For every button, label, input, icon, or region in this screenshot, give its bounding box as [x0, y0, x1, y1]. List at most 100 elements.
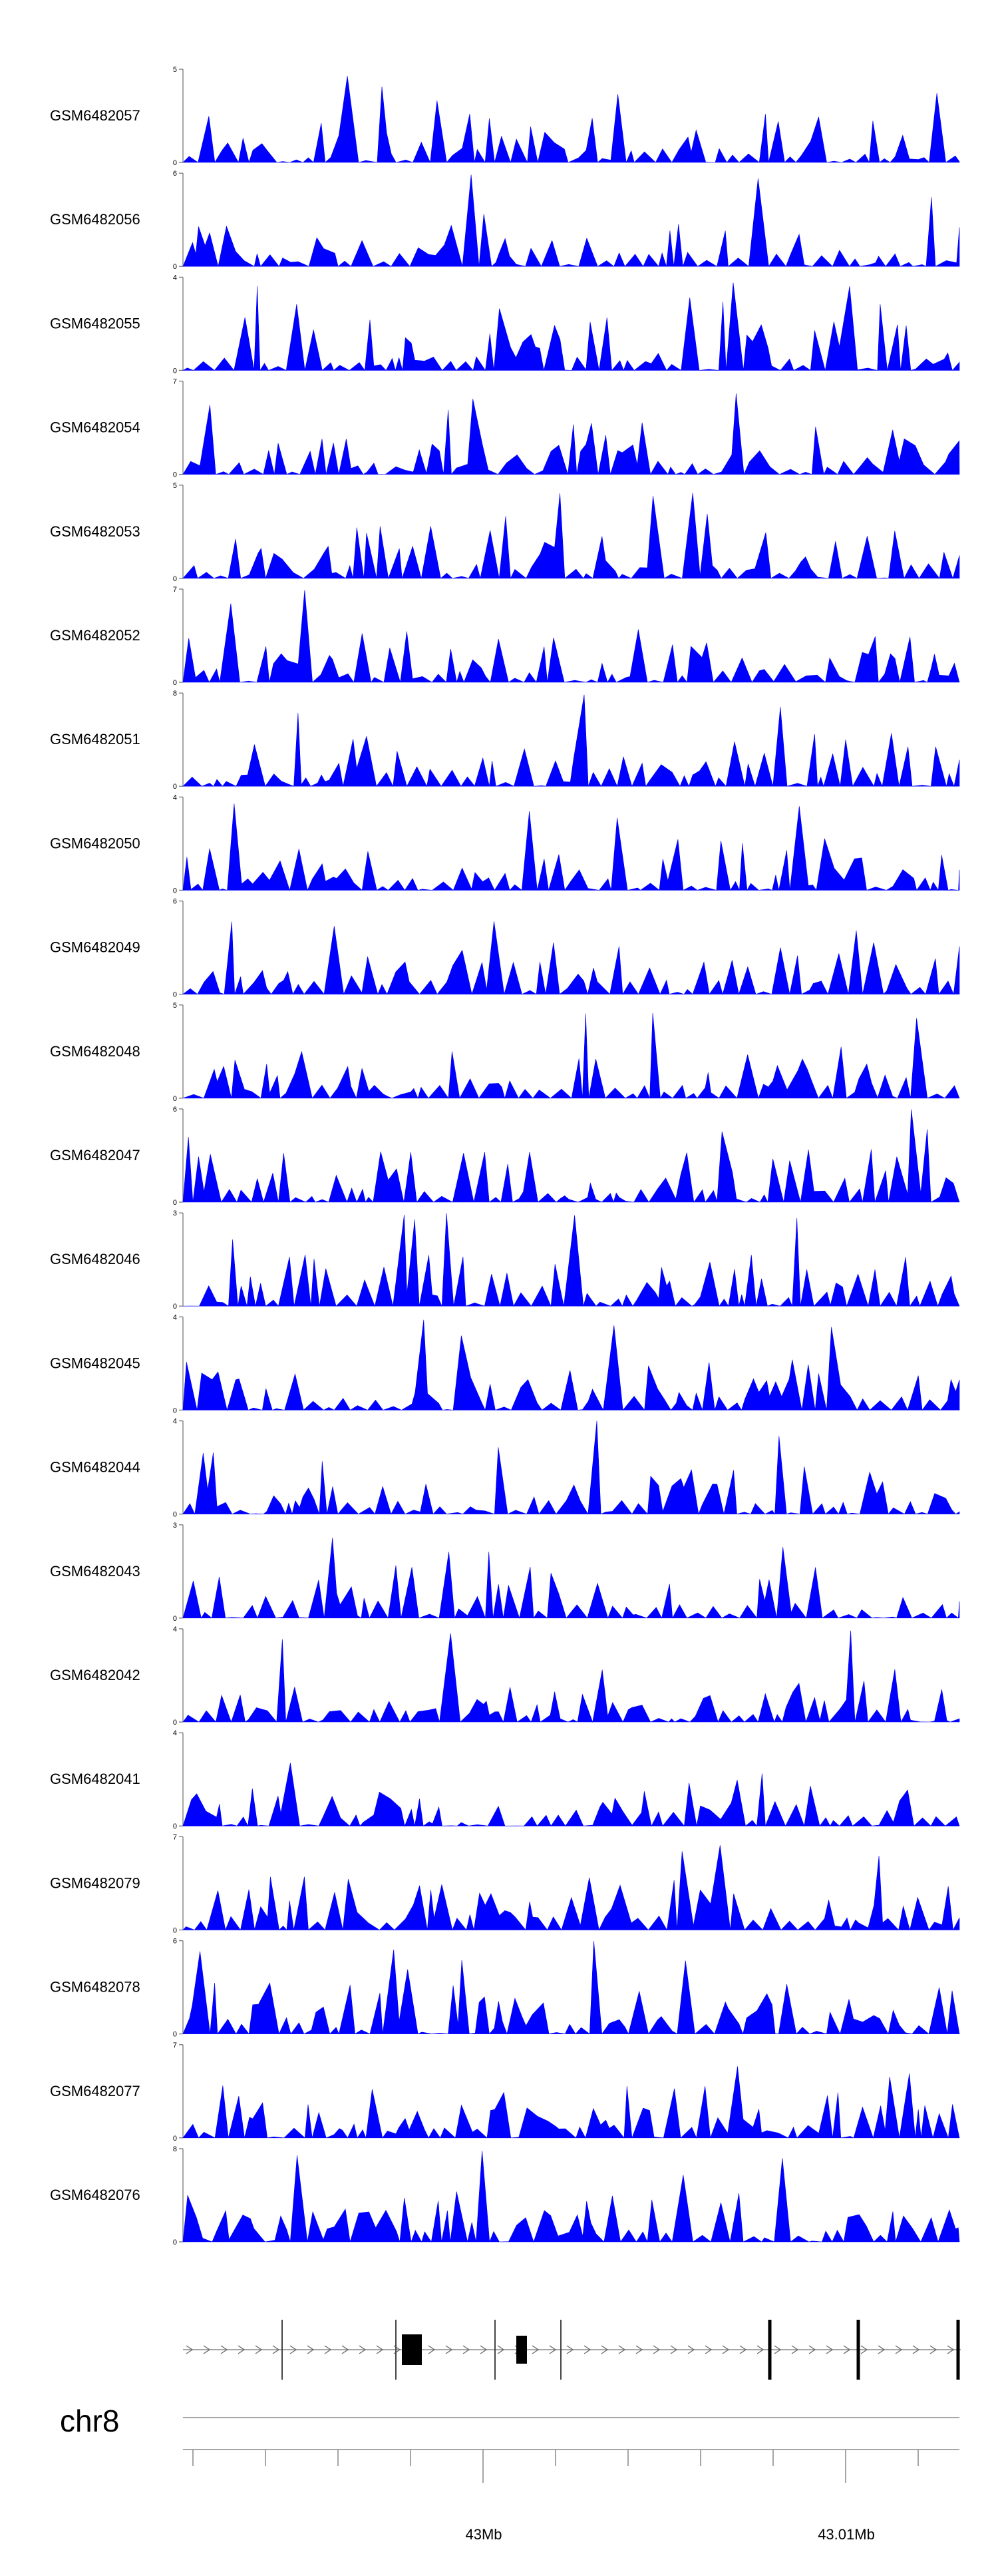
strand-arrow-icon	[376, 2345, 384, 2354]
strand-arrow-icon	[289, 2345, 297, 2354]
y-tick-label-min: 0	[173, 1406, 177, 1414]
coverage-area	[182, 393, 960, 475]
strand-arrow-icon	[774, 2345, 782, 2354]
track-GSM6482056: GSM6482056 6 0	[50, 170, 960, 271]
strand-arrow-icon	[929, 2345, 937, 2354]
coverage-area	[182, 590, 960, 683]
strand-arrow-icon	[238, 2345, 246, 2354]
strand-arrow-icon	[722, 2345, 730, 2354]
strand-arrow-icon	[255, 2345, 263, 2354]
track-GSM6482048: GSM6482048 5 0	[50, 1002, 960, 1103]
strand-arrow-icon	[618, 2345, 626, 2354]
track-GSM6482079: GSM6482079 7 0	[50, 1833, 960, 1934]
coverage-area	[182, 1763, 960, 1827]
track-GSM6482051: GSM6482051 8 0	[50, 690, 960, 791]
track-label: GSM6482051	[50, 731, 140, 748]
y-tick-label-max: 4	[173, 274, 177, 282]
track-label: GSM6482046	[50, 1251, 140, 1267]
signal-tracks: GSM648205750GSM648205660GSM648205540GSM6…	[50, 66, 960, 2247]
track-GSM6482077: GSM6482077 7 0	[50, 2041, 960, 2143]
y-tick-label-max: 4	[173, 793, 177, 801]
y-tick-label-max: 8	[173, 690, 177, 698]
y-tick-label-max: 7	[173, 1833, 177, 1841]
y-tick-label-min: 0	[173, 1926, 177, 1934]
track-label: GSM6482044	[50, 1459, 140, 1476]
track-label: GSM6482056	[50, 211, 140, 228]
track-label: GSM6482052	[50, 627, 140, 644]
track-label: GSM6482048	[50, 1043, 140, 1060]
track-GSM6482044: GSM6482044 4 0	[50, 1418, 960, 1519]
track-GSM6482047: GSM6482047 6 0	[50, 1106, 960, 1207]
y-tick-label-min: 0	[173, 679, 177, 687]
y-tick-label-min: 0	[173, 367, 177, 375]
strand-arrow-icon	[186, 2345, 194, 2354]
y-tick-label-min: 0	[173, 1719, 177, 1727]
strand-arrow-icon	[220, 2345, 228, 2354]
strand-arrow-icon	[912, 2345, 920, 2354]
y-tick-label-max: 3	[173, 1522, 177, 1530]
coverage-area	[182, 1319, 960, 1411]
y-tick-label-min: 0	[173, 471, 177, 479]
y-tick-label-max: 6	[173, 1106, 177, 1114]
track-label: GSM6482078	[50, 1979, 140, 1996]
strand-arrow-icon	[826, 2345, 834, 2354]
coverage-area	[182, 921, 960, 995]
track-label: GSM6482042	[50, 1667, 140, 1683]
strand-arrow-icon	[583, 2345, 591, 2354]
track-GSM6482046: GSM6482046 3 0	[50, 1209, 960, 1311]
strand-arrow-icon	[878, 2345, 886, 2354]
y-tick-label-min: 0	[173, 2031, 177, 2039]
strand-arrow-icon	[428, 2345, 436, 2354]
strand-arrow-icon	[307, 2345, 315, 2354]
coverage-area	[182, 1213, 960, 1307]
y-tick-label-max: 5	[173, 482, 177, 490]
coverage-area	[182, 1012, 960, 1099]
coverage-area	[182, 2066, 960, 2139]
y-tick-label-max: 5	[173, 1002, 177, 1010]
track-GSM6482053: GSM6482053 5 0	[50, 482, 960, 583]
y-tick-label-min: 0	[173, 2135, 177, 2143]
track-GSM6482078: GSM6482078 6 0	[50, 1938, 960, 2039]
strand-arrow-icon	[566, 2345, 574, 2354]
track-label: GSM6482076	[50, 2187, 140, 2203]
coverage-area	[182, 282, 960, 371]
strand-arrow-icon	[635, 2345, 643, 2354]
axis-tick-label-43mb: 43Mb	[465, 2526, 502, 2543]
strand-arrow-icon	[756, 2345, 764, 2354]
strand-arrow-icon	[203, 2345, 211, 2354]
strand-arrow-icon	[670, 2345, 678, 2354]
gene-model-track	[183, 2320, 961, 2380]
y-tick-label-max: 6	[173, 1938, 177, 1946]
y-tick-label-max: 5	[173, 66, 177, 74]
track-label: GSM6482041	[50, 1771, 140, 1787]
y-tick-label-max: 4	[173, 1729, 177, 1737]
y-tick-label-max: 3	[173, 1209, 177, 1217]
strand-arrow-icon	[947, 2345, 955, 2354]
strand-arrow-icon	[843, 2345, 851, 2354]
track-GSM6482049: GSM6482049 6 0	[50, 898, 960, 999]
y-tick-label-min: 0	[173, 1615, 177, 1623]
track-label: GSM6482057	[50, 107, 140, 124]
strand-arrow-icon	[601, 2345, 609, 2354]
y-tick-label-min: 0	[173, 263, 177, 271]
coverage-area	[182, 1538, 960, 1619]
y-tick-label-min: 0	[173, 1303, 177, 1311]
coverage-area	[182, 76, 960, 164]
coverage-area	[182, 694, 960, 787]
strand-arrow-icon	[462, 2345, 470, 2354]
axis-tick-label-43-01mb: 43.01Mb	[818, 2526, 875, 2543]
y-tick-label-max: 4	[173, 1418, 177, 1426]
track-label: GSM6482049	[50, 939, 140, 956]
strand-arrow-icon	[480, 2345, 488, 2354]
y-tick-label-max: 6	[173, 170, 177, 178]
track-GSM6482076: GSM6482076 8 0	[50, 2145, 960, 2247]
y-tick-label-min: 0	[173, 1511, 177, 1519]
y-tick-label-min: 0	[173, 1199, 177, 1207]
track-label: GSM6482077	[50, 2083, 140, 2099]
chromosome-label: chr8	[60, 2404, 119, 2438]
strand-arrow-icon	[705, 2345, 713, 2354]
coverage-area	[182, 1630, 960, 1723]
strand-arrow-icon	[324, 2345, 332, 2354]
y-tick-label-min: 0	[173, 783, 177, 791]
y-tick-label-min: 0	[173, 887, 177, 895]
